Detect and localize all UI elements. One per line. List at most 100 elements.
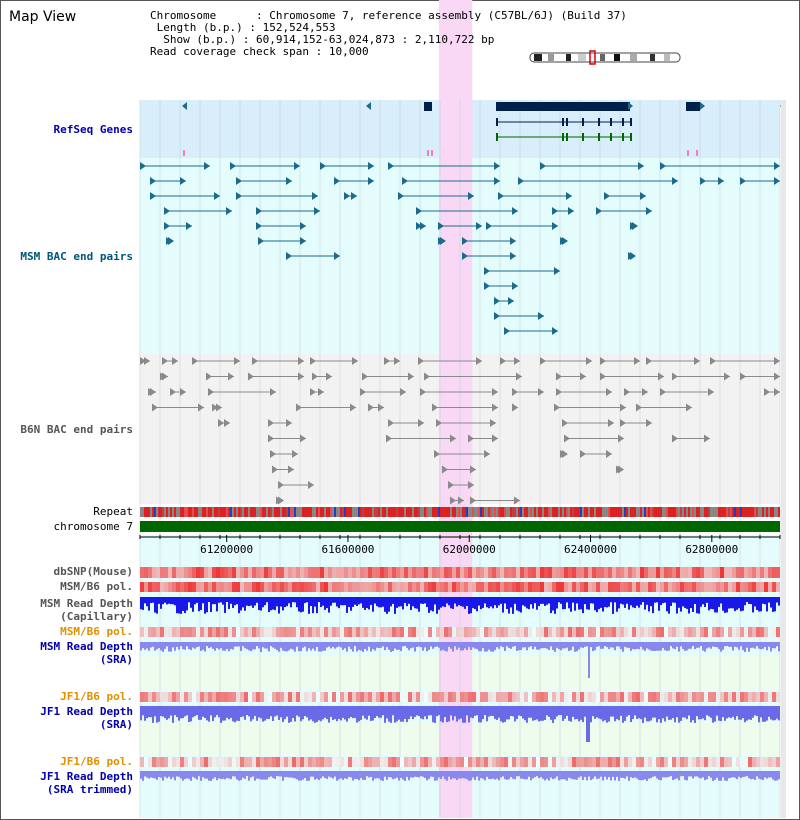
- bac-end-marker: [462, 237, 468, 245]
- bac-end-marker: [258, 237, 264, 245]
- bac-end-marker: [596, 207, 602, 215]
- bac-end-marker: [162, 372, 168, 381]
- bac-end-marker: [628, 252, 634, 260]
- bac-end-marker: [634, 357, 640, 365]
- track-label-jf1-depth-trimmed-sub: (SRA trimmed): [46, 783, 133, 796]
- bac-end-marker: [462, 252, 468, 260]
- bac-end-marker: [566, 192, 572, 200]
- bac-end-marker: [298, 372, 304, 381]
- region-info: Chromosome : Chromosome 7, reference ass…: [150, 9, 627, 58]
- bac-end-marker: [556, 388, 562, 396]
- bac-end-marker: [492, 388, 498, 396]
- track-label-msm-b6-pol-sra[interactable]: MSM/B6 pol.: [60, 625, 133, 638]
- bac-end-marker: [458, 496, 464, 505]
- bac-end-marker: [351, 192, 357, 200]
- bac-end-marker: [514, 357, 520, 365]
- bac-end-marker: [268, 419, 274, 427]
- bac-end-marker: [740, 372, 746, 381]
- track-label-dbsnp[interactable]: dbSNP(Mouse): [53, 565, 133, 578]
- track-label-msm-depth-sra[interactable]: MSM Read Depth: [40, 640, 133, 653]
- exon: [630, 133, 632, 141]
- bac-end-marker: [294, 162, 300, 170]
- axis-tick-label: 62800000: [685, 543, 738, 556]
- gene-strand-arrow: [182, 102, 187, 110]
- bac-end-marker: [164, 222, 170, 230]
- track-label-jf1-depth-trimmed[interactable]: JF1 Read Depth: [40, 770, 133, 783]
- track-label-msm-b6-pol[interactable]: MSM/B6 pol.: [60, 580, 133, 593]
- bac-end-marker: [568, 207, 574, 215]
- track-label-b6n-bac[interactable]: B6N BAC end pairs: [20, 423, 133, 436]
- gene-strand-arrow: [366, 102, 371, 110]
- bac-end-marker: [420, 388, 426, 396]
- bac-end-marker: [252, 357, 258, 365]
- track-label-jf1-b6-pol[interactable]: JF1/B6 pol.: [60, 690, 133, 703]
- snp-mark: [431, 150, 433, 156]
- bac-end-marker: [300, 434, 306, 443]
- bac-end-marker: [718, 177, 724, 185]
- bac-end-marker: [360, 388, 366, 396]
- bac-end-marker: [368, 403, 374, 412]
- bac-end-marker: [286, 419, 292, 427]
- snp-mark: [696, 150, 698, 156]
- bac-end-marker: [226, 207, 232, 215]
- bac-end-marker: [694, 357, 700, 365]
- exon: [562, 118, 564, 126]
- jf1-b6-pol-strip: [140, 692, 780, 702]
- bac-end-marker: [554, 403, 560, 412]
- bac-end-marker: [312, 372, 318, 381]
- bac-end-marker: [216, 403, 222, 412]
- exon: [622, 133, 624, 141]
- bac-end-marker: [308, 481, 314, 489]
- bac-end-marker: [388, 419, 394, 427]
- coverage-label: Read coverage check span: [150, 45, 309, 58]
- track-label-jf1-depth-sra[interactable]: JF1 Read Depth: [40, 705, 133, 718]
- bac-end-marker: [424, 372, 430, 381]
- dbsnp-strip: [140, 567, 780, 578]
- track-label-msm-bac[interactable]: MSM BAC end pairs: [20, 250, 133, 263]
- track-label-refseq[interactable]: RefSeq Genes: [53, 123, 133, 136]
- bac-end-marker: [552, 207, 558, 215]
- bac-end-marker: [442, 465, 448, 474]
- msm-b6-pol-strip: [140, 582, 780, 592]
- bac-end-marker: [214, 192, 220, 200]
- exon: [610, 118, 612, 126]
- bac-end-marker: [638, 162, 644, 170]
- bac-end-marker: [600, 372, 606, 381]
- bac-end-marker: [512, 207, 518, 215]
- bac-end-marker: [620, 419, 626, 427]
- bac-end-marker: [276, 496, 282, 505]
- bac-end-marker: [300, 222, 306, 230]
- bac-end-marker: [672, 434, 678, 443]
- bac-end-marker: [468, 481, 474, 489]
- bac-end-marker: [580, 450, 586, 458]
- gene-block: [496, 102, 630, 111]
- bac-end-marker: [618, 434, 624, 443]
- track-label-repeat: Repeat: [93, 505, 133, 518]
- chromosome-ideogram: [529, 50, 681, 65]
- bac-end-marker: [334, 177, 340, 185]
- bac-end-marker: [268, 434, 274, 443]
- bac-end-marker: [700, 177, 706, 185]
- bac-end-marker: [554, 267, 560, 275]
- bac-end-marker: [484, 450, 490, 458]
- track-label-msm-depth-capillary[interactable]: MSM Read Depth: [40, 597, 133, 610]
- bac-end-marker: [468, 434, 474, 443]
- bac-end-marker: [646, 357, 652, 365]
- bac-end-marker: [494, 162, 500, 170]
- bac-end-marker: [540, 357, 546, 365]
- track-label-jf1-b6-pol-trim[interactable]: JF1/B6 pol.: [60, 755, 133, 768]
- right-edge-strip: [781, 100, 786, 818]
- bac-end-marker: [512, 403, 518, 412]
- bac-end-marker: [498, 192, 504, 200]
- bac-end-marker: [394, 357, 400, 365]
- msm-bac-pairs: [140, 162, 780, 335]
- axis-tick-label: 61200000: [200, 543, 253, 556]
- bac-end-marker: [562, 419, 568, 427]
- axis-tick-label: 62000000: [443, 543, 496, 556]
- bac-end-marker: [514, 496, 520, 505]
- bac-end-marker: [236, 192, 242, 200]
- bac-end-marker: [150, 388, 156, 396]
- bac-end-marker: [586, 357, 592, 365]
- bac-end-marker: [564, 434, 570, 443]
